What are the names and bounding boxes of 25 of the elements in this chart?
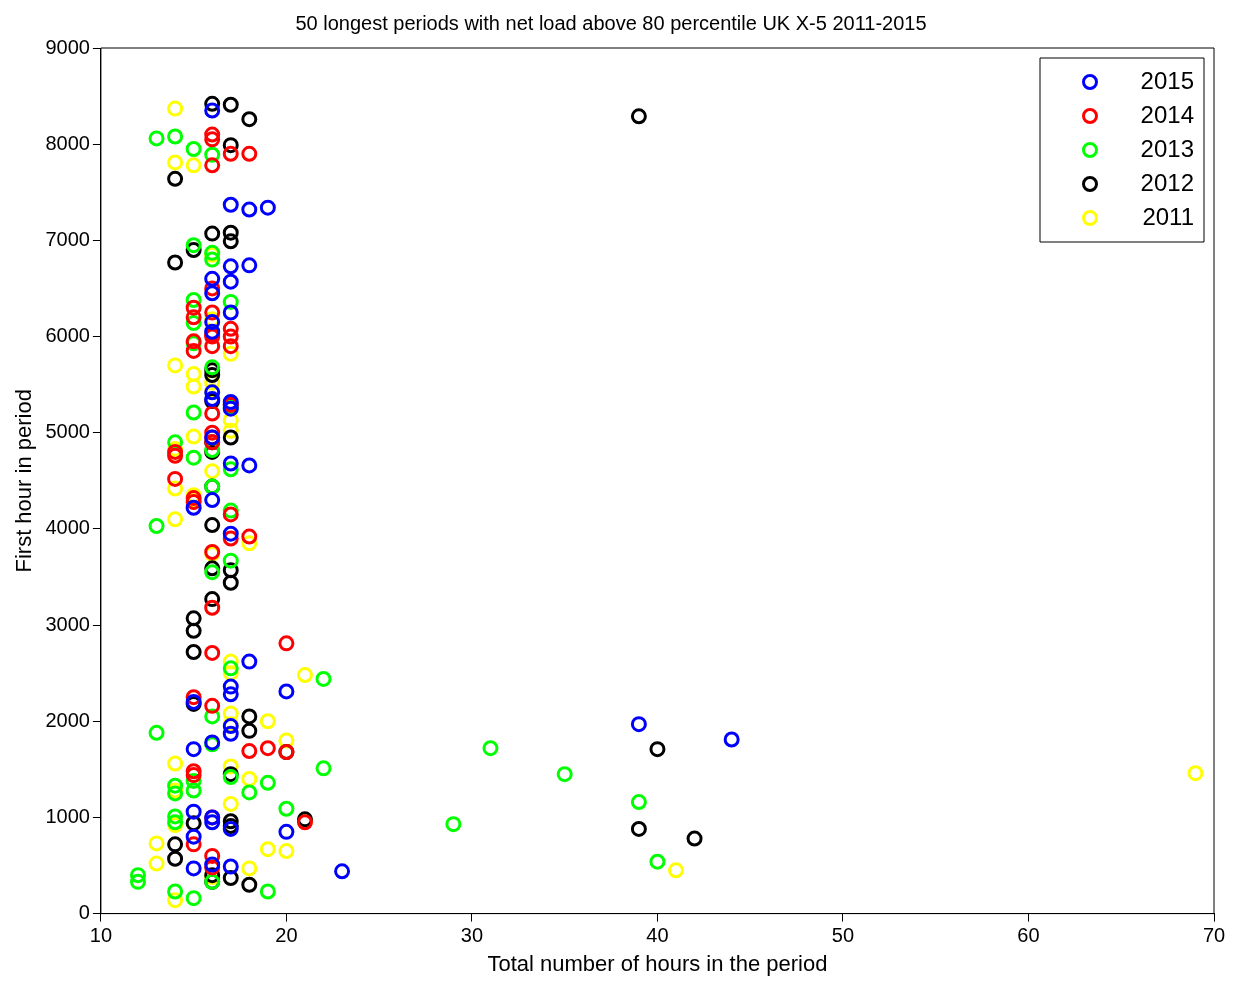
y-tick-label: 8000 [45,131,90,154]
x-tick-label: 70 [1202,924,1226,947]
y-tick-label: 0 [78,901,90,924]
x-tick-label: 40 [646,924,669,947]
legend-label: 2013 [1140,134,1194,162]
y-axis-title: First hour in period [11,389,37,573]
y-tick-label: 4000 [45,516,90,539]
legend-label: 2014 [1140,100,1194,128]
x-tick-label: 30 [460,924,484,947]
y-tick-label: 3000 [45,612,90,635]
chart-title: 50 longest periods with net load above 80 percentile UK X-5 2011-2015 [295,11,927,34]
y-tick-label: 1000 [45,804,90,827]
y-tick-label: 5000 [45,420,90,443]
x-tick-label: 20 [275,924,298,947]
x-tick-label: 50 [831,924,855,947]
y-tick-label: 2000 [45,708,90,731]
legend-label: 2011 [1142,202,1194,230]
legend-label: 2012 [1140,168,1194,196]
x-axis-title: Total number of hours in the period [487,950,828,976]
y-tick-label: 9000 [45,35,90,58]
x-tick-label: 60 [1017,924,1040,947]
y-tick-label: 7000 [45,227,90,250]
legend-label: 2015 [1140,66,1194,94]
x-tick-label: 10 [89,924,113,947]
y-tick-label: 6000 [45,324,90,347]
